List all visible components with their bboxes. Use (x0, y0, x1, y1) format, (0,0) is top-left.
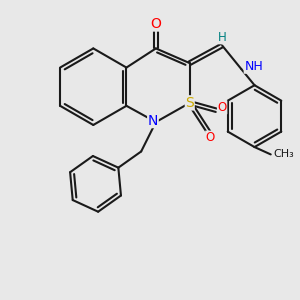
Text: O: O (206, 131, 215, 144)
Text: CH₃: CH₃ (274, 149, 294, 159)
Text: NH: NH (244, 60, 263, 73)
Text: O: O (151, 17, 161, 31)
Text: O: O (218, 101, 227, 114)
Text: N: N (148, 114, 158, 128)
Text: H: H (218, 31, 227, 44)
Text: S: S (185, 96, 194, 110)
